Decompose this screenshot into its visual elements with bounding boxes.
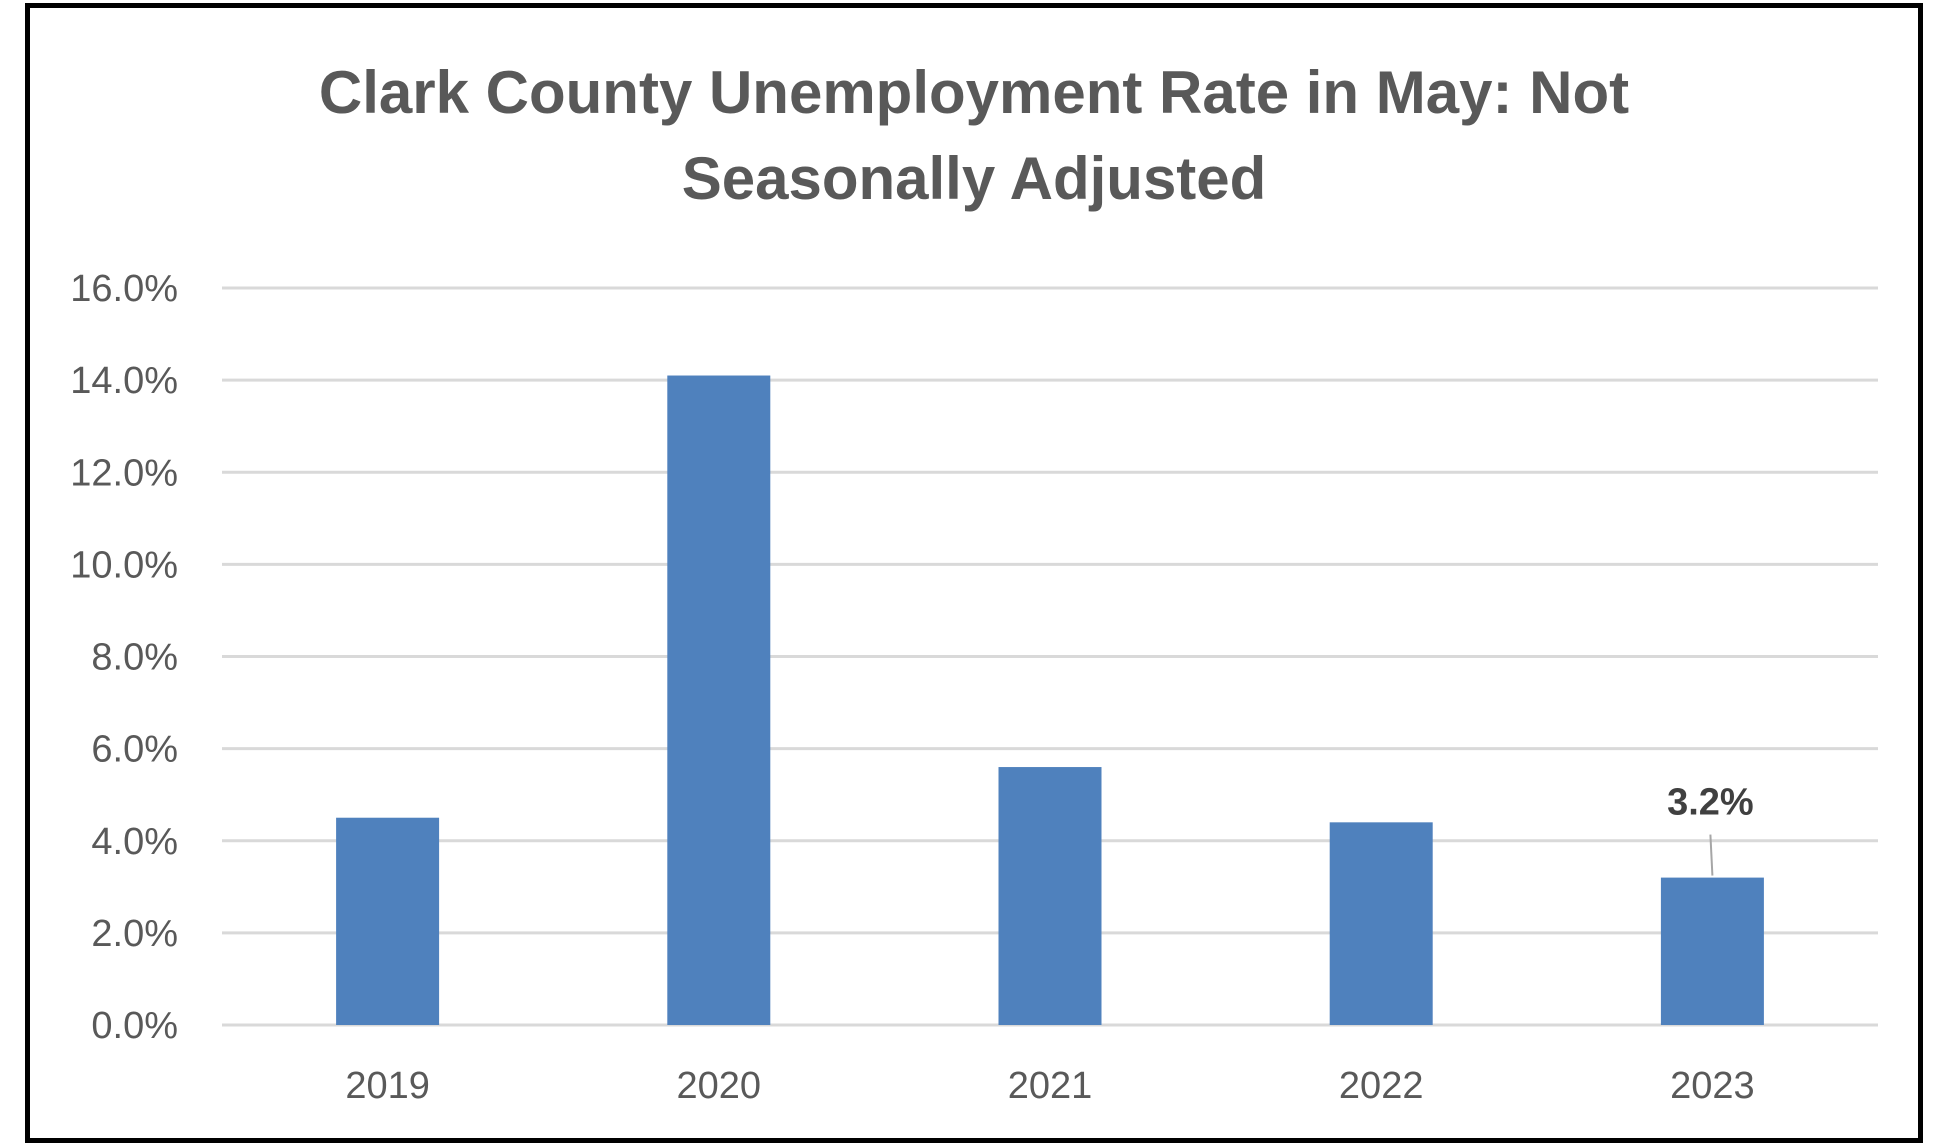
y-tick-label: 8.0%: [91, 637, 178, 679]
data-label-leader-line: [1709, 834, 1714, 876]
y-tick-label: 0.0%: [91, 1005, 178, 1047]
data-labels: 3.2%: [1667, 782, 1754, 876]
chart-title-line-1: Clark County Unemployment Rate in May: N…: [318, 59, 1630, 126]
bar-2020: [667, 375, 771, 1025]
bar-2019: [336, 817, 440, 1025]
y-tick-label: 4.0%: [91, 821, 178, 863]
y-tick-label: 14.0%: [70, 360, 178, 402]
x-tick-label: 2021: [1008, 1065, 1093, 1107]
chart-title-line-2: Seasonally Adjusted: [681, 145, 1267, 212]
y-tick-label: 12.0%: [70, 452, 178, 494]
y-axis-tick-labels: 0.0% 2.0% 4.0% 6.0% 8.0% 10.0% 12.0% 14.0% 16.0%: [70, 268, 178, 1047]
x-tick-label: 2020: [677, 1065, 762, 1107]
bars: [336, 375, 1764, 1025]
bar-2022: [1329, 822, 1433, 1025]
y-tick-label: 16.0%: [70, 268, 178, 310]
x-tick-label: 2023: [1670, 1065, 1755, 1107]
x-tick-label: 2019: [345, 1065, 430, 1107]
y-tick-label: 10.0%: [70, 544, 178, 586]
y-tick-label: 2.0%: [91, 913, 178, 955]
x-tick-label: 2022: [1339, 1065, 1424, 1107]
data-label: 3.2%: [1667, 782, 1754, 824]
bar-2023: [1660, 877, 1764, 1025]
y-tick-label: 6.0%: [91, 729, 178, 771]
chart-title: Clark County Unemployment Rate in May: N…: [25, 50, 1923, 222]
x-axis-tick-labels: 2019 2020 2021 2022 2023: [345, 1065, 1754, 1107]
bar-2021: [998, 767, 1102, 1025]
